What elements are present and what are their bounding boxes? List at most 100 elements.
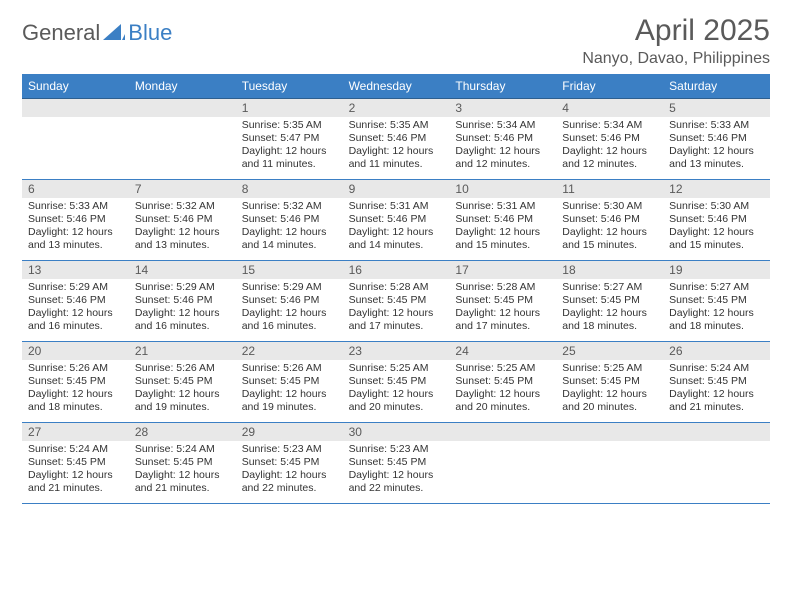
day-info: Sunrise: 5:28 AMSunset: 5:45 PMDaylight:… (343, 279, 450, 338)
sunrise-line: Sunrise: 5:29 AM (242, 281, 337, 294)
day-info: Sunrise: 5:27 AMSunset: 5:45 PMDaylight:… (663, 279, 770, 338)
day-cell: 8Sunrise: 5:32 AMSunset: 5:46 PMDaylight… (236, 180, 343, 260)
day-info: Sunrise: 5:35 AMSunset: 5:46 PMDaylight:… (343, 117, 450, 176)
sunrise-line: Sunrise: 5:24 AM (135, 443, 230, 456)
sunrise-line: Sunrise: 5:34 AM (455, 119, 550, 132)
day-cell: 14Sunrise: 5:29 AMSunset: 5:46 PMDayligh… (129, 261, 236, 341)
day-cell: . (129, 99, 236, 179)
sunrise-line: Sunrise: 5:25 AM (455, 362, 550, 375)
sunrise-line: Sunrise: 5:24 AM (669, 362, 764, 375)
daylight-line: Daylight: 12 hours and 18 minutes. (562, 307, 657, 333)
sunrise-line: Sunrise: 5:31 AM (455, 200, 550, 213)
day-cell: 22Sunrise: 5:26 AMSunset: 5:45 PMDayligh… (236, 342, 343, 422)
day-info: Sunrise: 5:29 AMSunset: 5:46 PMDaylight:… (22, 279, 129, 338)
sunset-line: Sunset: 5:45 PM (349, 294, 444, 307)
sunset-line: Sunset: 5:45 PM (349, 456, 444, 469)
location-subtitle: Nanyo, Davao, Philippines (582, 50, 770, 68)
daylight-line: Daylight: 12 hours and 13 minutes. (28, 226, 123, 252)
weeks-container: ..1Sunrise: 5:35 AMSunset: 5:47 PMDaylig… (22, 99, 770, 504)
sunset-line: Sunset: 5:45 PM (669, 294, 764, 307)
date-number: 1 (236, 99, 343, 117)
day-cell: . (556, 423, 663, 503)
day-info: Sunrise: 5:25 AMSunset: 5:45 PMDaylight:… (343, 360, 450, 419)
date-number: 7 (129, 180, 236, 198)
weekday-label: Friday (556, 74, 663, 98)
day-cell: 29Sunrise: 5:23 AMSunset: 5:45 PMDayligh… (236, 423, 343, 503)
sunrise-line: Sunrise: 5:32 AM (135, 200, 230, 213)
day-info: Sunrise: 5:27 AMSunset: 5:45 PMDaylight:… (556, 279, 663, 338)
day-cell: 25Sunrise: 5:25 AMSunset: 5:45 PMDayligh… (556, 342, 663, 422)
date-number: 23 (343, 342, 450, 360)
date-number: 25 (556, 342, 663, 360)
sunrise-line: Sunrise: 5:35 AM (242, 119, 337, 132)
date-number: . (449, 423, 556, 441)
day-info: Sunrise: 5:29 AMSunset: 5:46 PMDaylight:… (129, 279, 236, 338)
date-number: 24 (449, 342, 556, 360)
day-cell: 24Sunrise: 5:25 AMSunset: 5:45 PMDayligh… (449, 342, 556, 422)
day-info: Sunrise: 5:33 AMSunset: 5:46 PMDaylight:… (22, 198, 129, 257)
daylight-line: Daylight: 12 hours and 16 minutes. (242, 307, 337, 333)
day-cell: 5Sunrise: 5:33 AMSunset: 5:46 PMDaylight… (663, 99, 770, 179)
day-info: Sunrise: 5:26 AMSunset: 5:45 PMDaylight:… (129, 360, 236, 419)
sunrise-line: Sunrise: 5:29 AM (28, 281, 123, 294)
day-cell: . (22, 99, 129, 179)
date-number: 19 (663, 261, 770, 279)
weekday-label: Thursday (449, 74, 556, 98)
day-info: Sunrise: 5:34 AMSunset: 5:46 PMDaylight:… (556, 117, 663, 176)
daylight-line: Daylight: 12 hours and 22 minutes. (349, 469, 444, 495)
day-cell: 7Sunrise: 5:32 AMSunset: 5:46 PMDaylight… (129, 180, 236, 260)
date-number: 26 (663, 342, 770, 360)
sunset-line: Sunset: 5:46 PM (349, 132, 444, 145)
daylight-line: Daylight: 12 hours and 17 minutes. (455, 307, 550, 333)
day-cell: 12Sunrise: 5:30 AMSunset: 5:46 PMDayligh… (663, 180, 770, 260)
daylight-line: Daylight: 12 hours and 11 minutes. (349, 145, 444, 171)
day-cell: 9Sunrise: 5:31 AMSunset: 5:46 PMDaylight… (343, 180, 450, 260)
sunrise-line: Sunrise: 5:24 AM (28, 443, 123, 456)
day-cell: 11Sunrise: 5:30 AMSunset: 5:46 PMDayligh… (556, 180, 663, 260)
sunrise-line: Sunrise: 5:33 AM (669, 119, 764, 132)
sunset-line: Sunset: 5:46 PM (28, 213, 123, 226)
sunset-line: Sunset: 5:46 PM (242, 213, 337, 226)
sunset-line: Sunset: 5:46 PM (242, 294, 337, 307)
sunset-line: Sunset: 5:45 PM (242, 375, 337, 388)
daylight-line: Daylight: 12 hours and 17 minutes. (349, 307, 444, 333)
brand-sail-icon (103, 22, 125, 45)
sunset-line: Sunset: 5:47 PM (242, 132, 337, 145)
day-cell: 16Sunrise: 5:28 AMSunset: 5:45 PMDayligh… (343, 261, 450, 341)
date-number: 5 (663, 99, 770, 117)
daylight-line: Daylight: 12 hours and 15 minutes. (669, 226, 764, 252)
sunrise-line: Sunrise: 5:28 AM (455, 281, 550, 294)
sunset-line: Sunset: 5:45 PM (349, 375, 444, 388)
day-info: Sunrise: 5:30 AMSunset: 5:46 PMDaylight:… (556, 198, 663, 257)
daylight-line: Daylight: 12 hours and 21 minutes. (669, 388, 764, 414)
sunset-line: Sunset: 5:46 PM (28, 294, 123, 307)
day-cell: 28Sunrise: 5:24 AMSunset: 5:45 PMDayligh… (129, 423, 236, 503)
brand-logo: General Blue (22, 20, 172, 46)
weekday-label: Wednesday (343, 74, 450, 98)
day-cell: 20Sunrise: 5:26 AMSunset: 5:45 PMDayligh… (22, 342, 129, 422)
date-number: 22 (236, 342, 343, 360)
daylight-line: Daylight: 12 hours and 22 minutes. (242, 469, 337, 495)
date-number: . (129, 99, 236, 117)
day-cell: 13Sunrise: 5:29 AMSunset: 5:46 PMDayligh… (22, 261, 129, 341)
sunset-line: Sunset: 5:45 PM (242, 456, 337, 469)
date-number: 6 (22, 180, 129, 198)
daylight-line: Daylight: 12 hours and 16 minutes. (28, 307, 123, 333)
day-cell: 10Sunrise: 5:31 AMSunset: 5:46 PMDayligh… (449, 180, 556, 260)
date-number: 17 (449, 261, 556, 279)
daylight-line: Daylight: 12 hours and 21 minutes. (135, 469, 230, 495)
sunrise-line: Sunrise: 5:25 AM (349, 362, 444, 375)
sunset-line: Sunset: 5:46 PM (669, 213, 764, 226)
day-info: Sunrise: 5:23 AMSunset: 5:45 PMDaylight:… (343, 441, 450, 500)
sunrise-line: Sunrise: 5:28 AM (349, 281, 444, 294)
title-block: April 2025 Nanyo, Davao, Philippines (582, 14, 770, 68)
daylight-line: Daylight: 12 hours and 14 minutes. (242, 226, 337, 252)
daylight-line: Daylight: 12 hours and 18 minutes. (28, 388, 123, 414)
daylight-line: Daylight: 12 hours and 20 minutes. (562, 388, 657, 414)
sunrise-line: Sunrise: 5:30 AM (669, 200, 764, 213)
daylight-line: Daylight: 12 hours and 11 minutes. (242, 145, 337, 171)
sunset-line: Sunset: 5:45 PM (455, 375, 550, 388)
day-info: Sunrise: 5:32 AMSunset: 5:46 PMDaylight:… (236, 198, 343, 257)
sunset-line: Sunset: 5:45 PM (562, 375, 657, 388)
weekday-label: Saturday (663, 74, 770, 98)
